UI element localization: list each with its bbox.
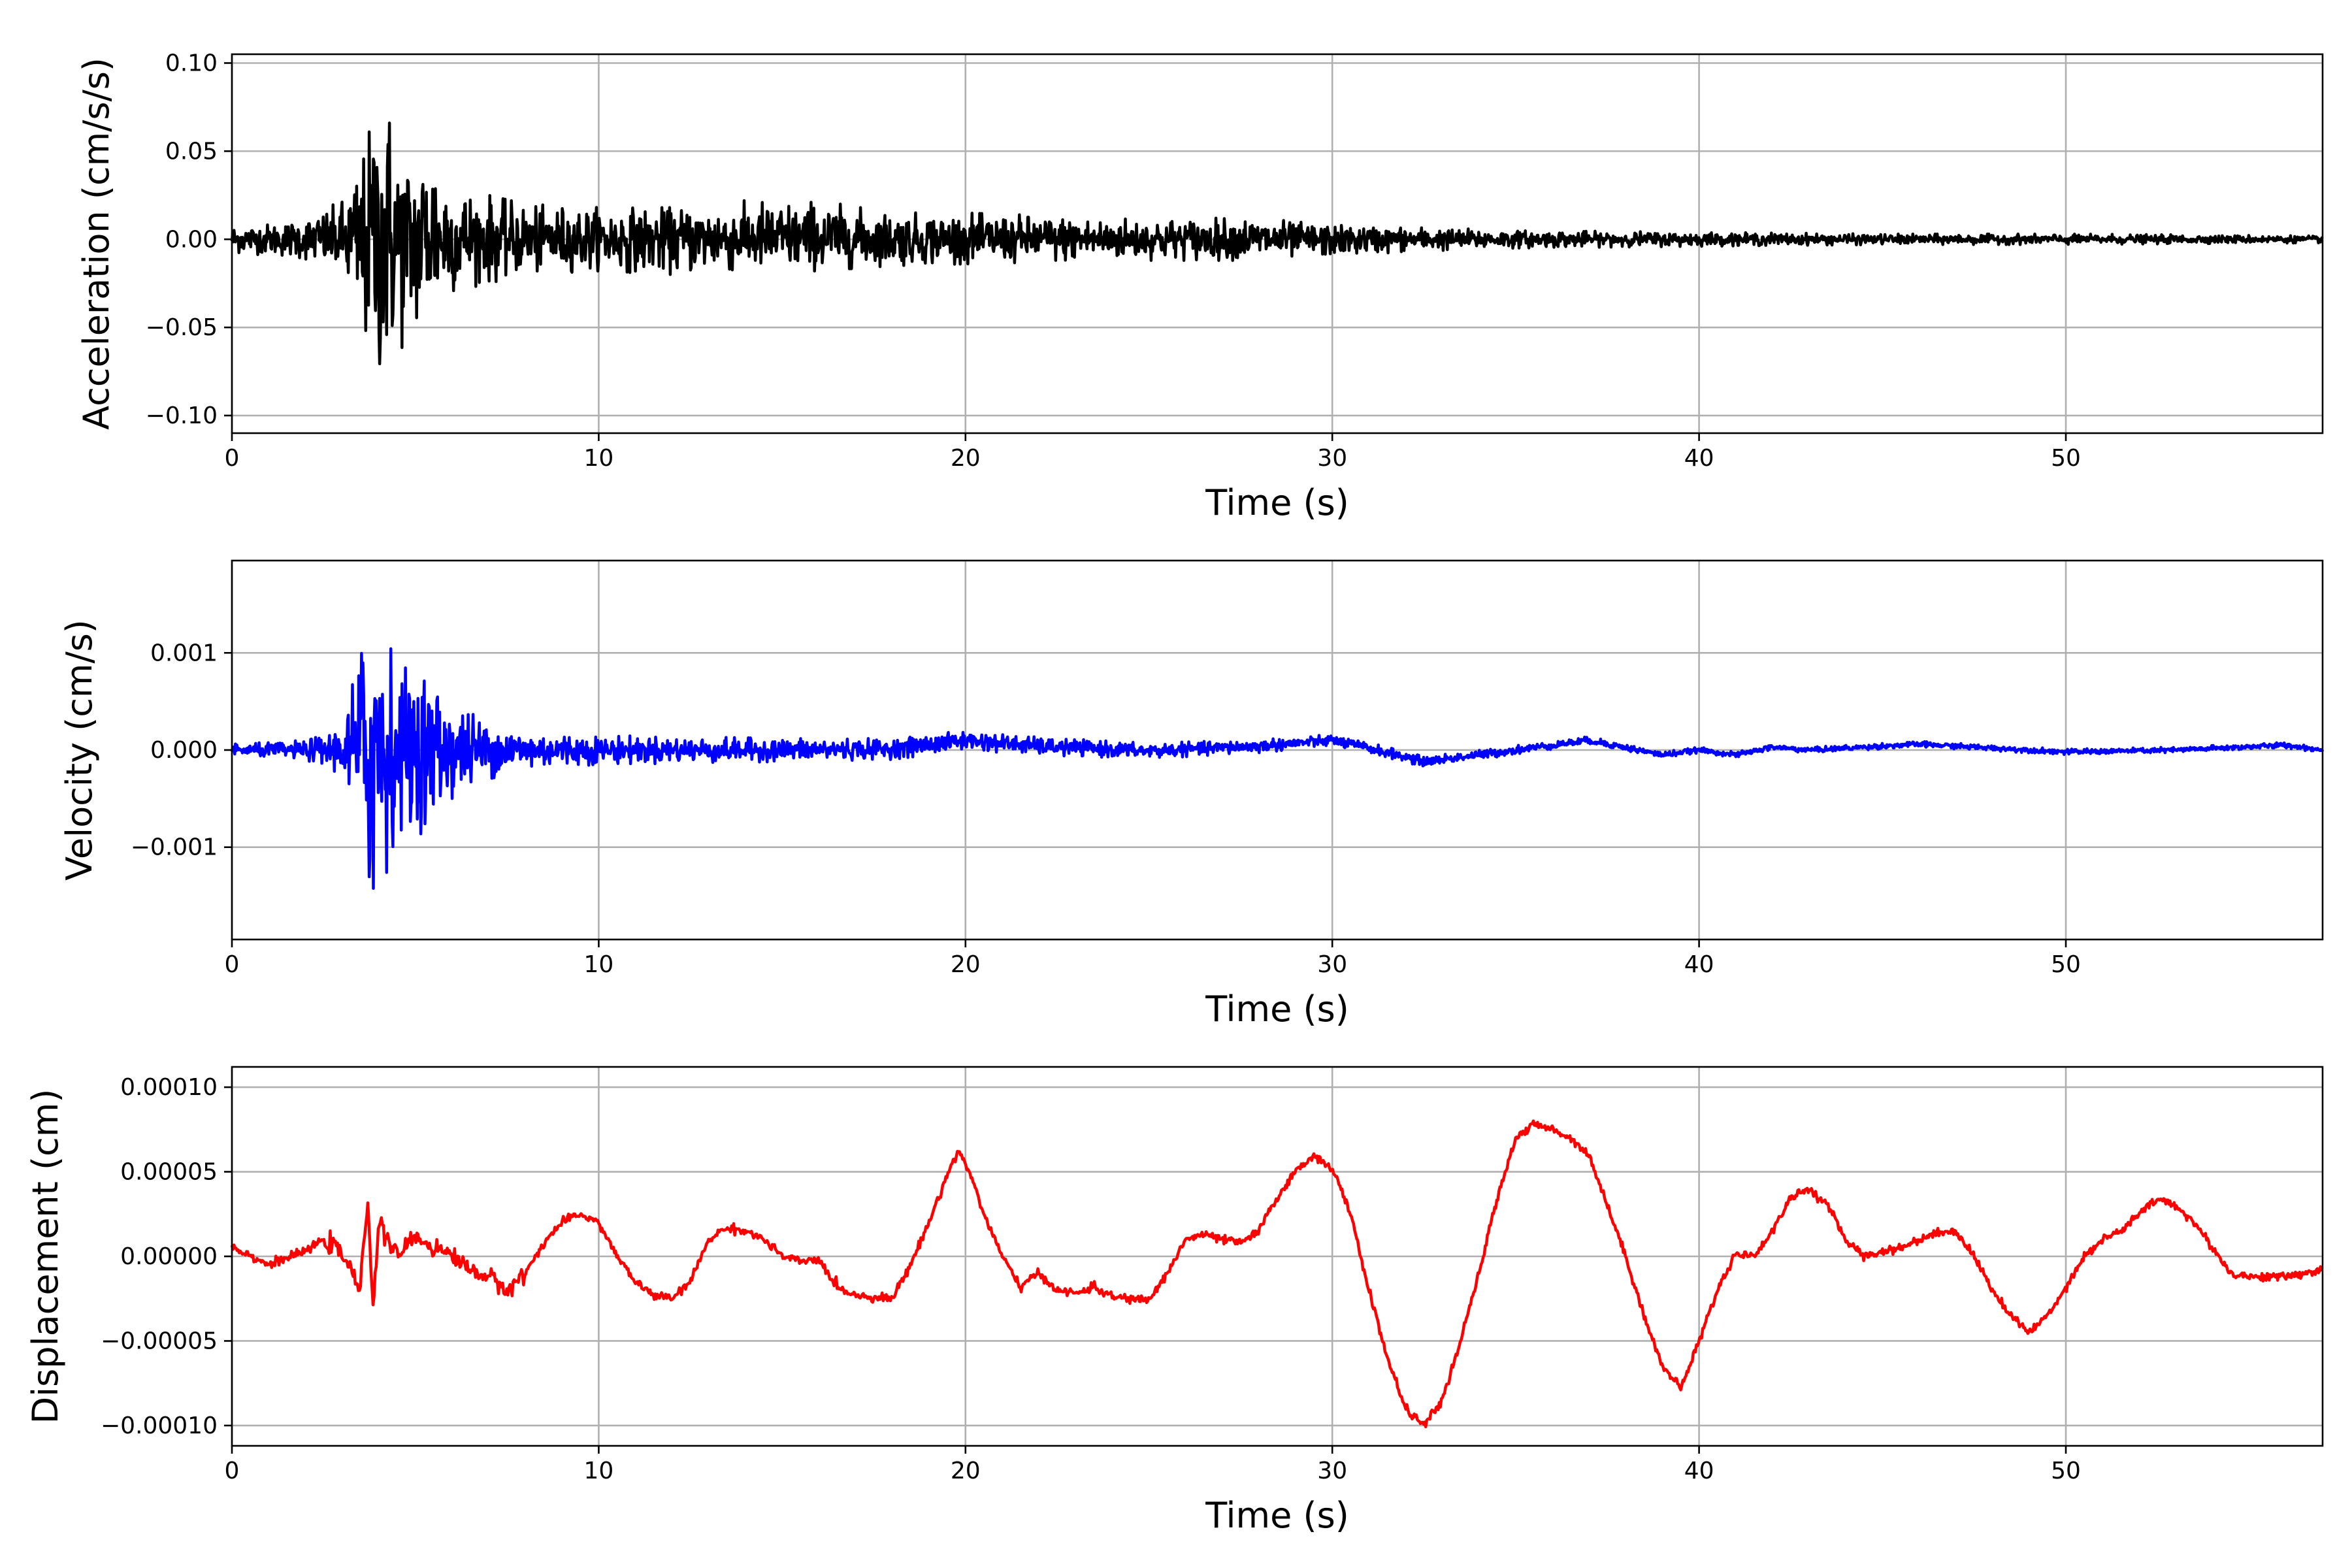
acceleration-x-tick-label: 20 <box>951 445 981 472</box>
velocity-x-tick-label: 50 <box>2051 951 2081 978</box>
displacement-y-tick-label: 0.00005 <box>120 1159 218 1186</box>
displacement-x-tick-label: 50 <box>2051 1458 2081 1484</box>
displacement-x-tick-label: 40 <box>1684 1458 1714 1484</box>
acceleration-y-tick-label: −0.05 <box>146 314 218 341</box>
displacement-x-tick-label: 20 <box>951 1458 981 1484</box>
acceleration-x-tick-label: 30 <box>1317 445 1347 472</box>
velocity-y-tick-label: 0.001 <box>150 640 218 666</box>
displacement-y-tick-label: 0.00010 <box>120 1074 218 1101</box>
acceleration-x-tick-label: 0 <box>225 445 240 472</box>
acceleration-panel: 0 10 20 30 40 50 0.10 0.05 0.00 −0.05 −0.10 Time (… <box>76 50 2324 523</box>
displacement-y-axis-title: Displacement (cm) <box>25 1089 66 1424</box>
acceleration-ticks: 0 10 20 30 40 50 0.10 0.05 0.00 −0.05 −0.10 <box>146 50 2081 472</box>
displacement-panel: 0 10 20 30 40 50 0.00010 0.00005 0.00000 −0.00005… <box>25 1066 2324 1536</box>
acceleration-plot-frame <box>231 53 2324 434</box>
velocity-x-tick-label: 0 <box>225 951 240 978</box>
acceleration-x-tick-label: 50 <box>2051 445 2081 472</box>
velocity-y-tick-label: −0.001 <box>131 834 218 861</box>
displacement-grid <box>231 1067 2323 1446</box>
displacement-x-tick-label: 0 <box>225 1458 240 1484</box>
acceleration-y-tick-label: 0.00 <box>165 226 218 253</box>
acceleration-y-tick-label: 0.10 <box>165 50 218 76</box>
velocity-x-axis-title: Time (s) <box>1205 988 1349 1030</box>
displacement-x-tick-label: 30 <box>1317 1458 1347 1484</box>
displacement-x-axis-title: Time (s) <box>1205 1495 1349 1536</box>
acceleration-y-tick-label: 0.05 <box>165 138 218 165</box>
acceleration-x-axis-title: Time (s) <box>1205 482 1349 523</box>
velocity-y-axis-title: Velocity (cm/s) <box>59 619 100 881</box>
velocity-x-tick-label: 40 <box>1684 951 1714 978</box>
velocity-y-tick-label: 0.000 <box>150 737 218 764</box>
acceleration-x-tick-label: 40 <box>1684 445 1714 472</box>
acceleration-x-tick-label: 10 <box>583 445 613 472</box>
displacement-y-tick-label: −0.00005 <box>101 1328 218 1354</box>
velocity-x-tick-label: 30 <box>1317 951 1347 978</box>
displacement-y-tick-label: −0.00010 <box>101 1413 218 1439</box>
displacement-y-tick-label: 0.00000 <box>120 1243 218 1270</box>
acceleration-y-tick-label: −0.10 <box>146 402 218 429</box>
displacement-x-tick-label: 10 <box>583 1458 613 1484</box>
velocity-ticks: 0 10 20 30 40 50 0.001 0.000 −0.001 <box>131 640 2081 978</box>
acceleration-trace <box>230 122 2324 366</box>
acceleration-y-axis-title: Acceleration (cm/s/s) <box>76 57 117 430</box>
displacement-trace <box>230 1119 2323 1429</box>
velocity-x-tick-label: 20 <box>951 951 981 978</box>
displacement-ticks: 0 10 20 30 40 50 0.00010 0.00005 0.00000 −0.00005… <box>101 1074 2081 1484</box>
velocity-panel: 0 10 20 30 40 50 0.001 0.000 −0.001 Time (s) Vel… <box>59 559 2325 1030</box>
velocity-trace <box>230 647 2325 890</box>
velocity-x-tick-label: 10 <box>583 951 613 978</box>
